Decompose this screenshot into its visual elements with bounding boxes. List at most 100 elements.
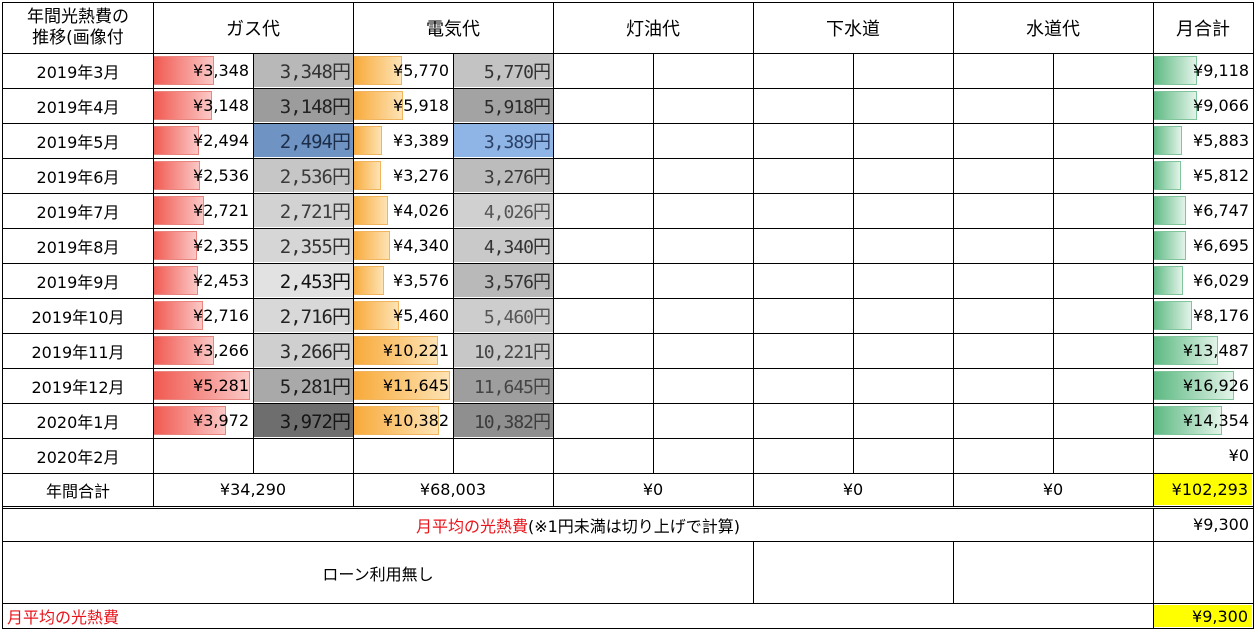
gas-data-bar [153,196,204,225]
tot-data-bar [1153,266,1183,295]
annual-total-label: 年間合計 [45,481,110,501]
gas-receipt-image: 2,355円 [253,229,353,262]
electricity-receipt-image: 3,389円 [453,124,553,157]
cell-value: ¥5,770 [393,61,449,80]
cell-value: ¥10,221 [382,341,449,360]
month-label: 2020年1月 [36,412,120,432]
column-header-monthly-total: 月合計 [1176,19,1230,40]
electricity-receipt-image: 10,382円 [453,404,553,437]
cell-value: ¥5,812 [1193,166,1249,185]
monthly-total-cell: ¥5,883 [1153,123,1253,158]
monthly-total-cell: ¥6,029 [1153,263,1253,298]
electricity-amount-cell: ¥3,576 [353,263,453,298]
electricity-receipt-image [453,439,553,472]
elec-data-bar [353,231,390,260]
cell-value: ¥5,281 [193,376,249,395]
cell-value: ¥2,494 [193,131,249,150]
cell-value: ¥8,176 [1193,306,1249,325]
gas-receipt-image: 3,348円 [253,54,353,87]
column-header-water: 水道代 [1026,19,1080,40]
table-title-line1: 年間光熱費の [27,7,129,27]
cell-value: ¥6,695 [1193,236,1249,255]
gas-amount-cell: ¥2,716 [153,298,253,333]
cell-value: ¥13,487 [1182,341,1249,360]
elec-data-bar [353,406,439,435]
electricity-amount-cell: ¥5,770 [353,53,453,88]
cell-value: ¥3,576 [393,271,449,290]
cell-value: ¥3,389 [393,131,449,150]
cell-value: ¥2,355 [193,236,249,255]
elec-data-bar [353,371,450,400]
gas-data-bar [153,231,197,260]
electricity-receipt-image: 5,460円 [453,299,553,332]
tot-data-bar [1153,126,1182,155]
tot-data-bar [1153,231,1186,260]
month-label: 2019年3月 [36,62,120,82]
annual-total-gas: ¥34,290 [219,480,287,499]
month-label: 2019年4月 [36,97,120,117]
gas-amount-cell: ¥2,494 [153,123,253,158]
cell-value: ¥2,721 [193,201,249,220]
cell-value: ¥16,926 [1182,376,1249,395]
gas-amount-cell: ¥2,721 [153,193,253,228]
cell-value: ¥3,276 [393,166,449,185]
monthly-total-cell: ¥0 [1153,438,1253,473]
gas-amount-cell: ¥3,348 [153,53,253,88]
column-header-electricity: 電気代 [426,19,480,40]
gas-data-bar [153,91,212,120]
gas-receipt-image: 2,716円 [253,299,353,332]
footer-average-label: 月平均の光熱費 [7,608,120,627]
monthly-total-cell: ¥8,176 [1153,298,1253,333]
gas-receipt-image [253,439,353,472]
monthly-total-cell: ¥9,118 [1153,53,1253,88]
cell-value: ¥9,066 [1193,96,1249,115]
electricity-amount-cell: ¥3,389 [353,123,453,158]
electricity-amount-cell: ¥10,382 [353,403,453,438]
elec-data-bar [353,91,403,120]
gas-receipt-image: 5,281円 [253,369,353,402]
electricity-amount-cell: ¥3,276 [353,158,453,193]
cell-value: ¥10,382 [382,411,449,430]
table-title: 年間光熱費の 推移(画像付 [3,3,153,53]
tot-data-bar [1153,371,1234,400]
elec-data-bar [353,301,399,330]
gas-amount-cell: ¥2,453 [153,263,253,298]
tot-data-bar [1153,56,1197,85]
cell-value: ¥11,645 [382,376,449,395]
table-title-line2: 推移(画像付 [32,28,124,48]
electricity-amount-cell: ¥5,918 [353,88,453,123]
electricity-receipt-image: 5,770円 [453,54,553,87]
month-label: 2019年12月 [31,377,125,397]
electricity-receipt-image: 10,221円 [453,334,553,367]
cell-value: ¥6,029 [1193,271,1249,290]
loan-status: ローン利用無し [322,565,434,584]
monthly-total-cell: ¥13,487 [1153,333,1253,368]
gas-amount-cell: ¥3,266 [153,333,253,368]
cell-value: ¥2,453 [193,271,249,290]
month-label: 2019年10月 [31,307,125,327]
cell-value: ¥5,918 [393,96,449,115]
cell-value: ¥3,972 [193,411,249,430]
gas-receipt-image: 2,453円 [253,264,353,297]
gas-data-bar [153,371,250,400]
column-header-sewer: 下水道 [826,19,880,40]
cell-value: ¥4,026 [393,201,449,220]
gas-data-bar [153,301,203,330]
elec-data-bar [353,161,381,190]
gas-amount-cell: ¥2,536 [153,158,253,193]
gas-amount-cell: ¥3,148 [153,88,253,123]
electricity-receipt-image: 4,026円 [453,194,553,227]
gas-data-bar [153,126,199,155]
electricity-receipt-image: 3,576円 [453,264,553,297]
electricity-amount-cell: ¥5,460 [353,298,453,333]
gas-receipt-image: 3,266円 [253,334,353,367]
monthly-total-cell: ¥16,926 [1153,368,1253,403]
tot-data-bar [1153,336,1218,365]
annual-total-kerosene: ¥0 [642,480,664,499]
gas-amount-cell: ¥5,281 [153,368,253,403]
tot-data-bar [1153,196,1186,225]
monthly-total-cell: ¥5,812 [1153,158,1253,193]
tot-data-bar [1153,161,1181,190]
cell-value: ¥3,148 [193,96,249,115]
